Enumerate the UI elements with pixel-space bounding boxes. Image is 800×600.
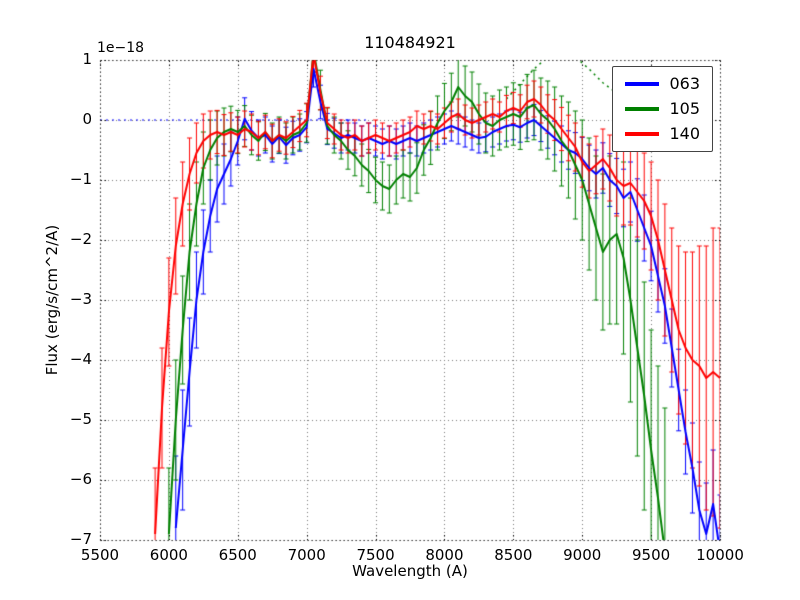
- x-tick-label: 9000: [563, 546, 602, 564]
- y-tick-label: 1: [82, 50, 92, 68]
- legend-line-blue: [625, 82, 660, 86]
- y-tick-label: −3: [69, 290, 92, 308]
- x-tick-label: 6000: [149, 546, 188, 564]
- legend-entry-063: 063: [625, 76, 700, 92]
- y-tick-label: −4: [69, 350, 92, 368]
- x-tick-label: 8000: [425, 546, 464, 564]
- legend: 063 105 140: [612, 66, 713, 152]
- x-tick-label: 5500: [80, 546, 120, 564]
- x-tick-label: 9500: [632, 546, 671, 564]
- y-tick-label: −7: [69, 530, 92, 548]
- y-offset-text: 1e−18: [97, 40, 145, 56]
- legend-line-green: [625, 107, 660, 111]
- legend-label: 140: [669, 124, 700, 143]
- y-tick-label: −5: [69, 410, 92, 428]
- x-axis-label: Wavelength (A): [352, 562, 468, 580]
- x-tick-label: 8500: [494, 546, 533, 564]
- plot-title: 110484921: [364, 33, 456, 52]
- x-tick-label: 6500: [218, 546, 257, 564]
- x-tick-label: 10000: [696, 546, 744, 564]
- y-tick-label: −6: [69, 470, 92, 488]
- legend-entry-140: 140: [625, 126, 700, 142]
- y-tick-label: −2: [69, 230, 92, 248]
- y-tick-label: −1: [69, 170, 92, 188]
- legend-label: 063: [669, 74, 700, 93]
- x-tick-label: 7000: [287, 546, 326, 564]
- legend-label: 105: [669, 99, 700, 118]
- legend-entry-105: 105: [625, 101, 700, 117]
- legend-line-red: [625, 132, 660, 136]
- y-tick-label: 0: [82, 110, 92, 128]
- x-tick-label: 7500: [356, 546, 395, 564]
